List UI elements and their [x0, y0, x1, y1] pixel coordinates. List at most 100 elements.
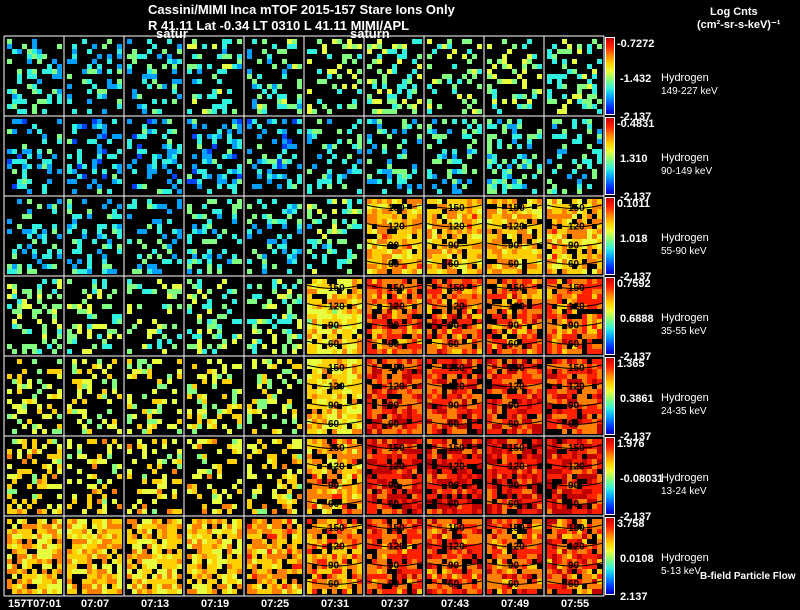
- contour-label: 150: [448, 443, 465, 454]
- pixel: [462, 439, 467, 444]
- pixel: [312, 414, 317, 419]
- pixel: [22, 444, 27, 449]
- pixel: [142, 479, 147, 484]
- pixel: [167, 154, 172, 159]
- pixel: [462, 129, 467, 134]
- pixel: [512, 179, 517, 184]
- pixel: [282, 74, 287, 79]
- pixel: [152, 164, 157, 169]
- contour-label: 150: [388, 443, 405, 454]
- pixel: [402, 44, 407, 49]
- pixel: [162, 304, 167, 309]
- pixel: [87, 459, 92, 464]
- pixel: [22, 344, 27, 349]
- pixel: [357, 244, 362, 249]
- pixel: [132, 59, 137, 64]
- pixel: [267, 94, 272, 99]
- pixel: [462, 374, 467, 379]
- pixel: [372, 209, 377, 214]
- pixel: [262, 254, 267, 259]
- pixel: [322, 309, 327, 314]
- pixel: [552, 169, 557, 174]
- pixel: [332, 209, 337, 214]
- pixel: [457, 414, 462, 419]
- pixel: [152, 204, 157, 209]
- contour-label: 150: [328, 283, 345, 294]
- pixel: [82, 379, 87, 384]
- pixel: [492, 339, 497, 344]
- pixel: [77, 154, 82, 159]
- pixel: [497, 179, 502, 184]
- pixel: [287, 159, 292, 164]
- pixel: [372, 84, 377, 89]
- pixel: [517, 294, 522, 299]
- pixel: [352, 454, 357, 459]
- pixel: [17, 269, 22, 274]
- pixel: [387, 309, 392, 314]
- pixel: [217, 69, 222, 74]
- pixel: [557, 279, 562, 284]
- pixel: [142, 409, 147, 414]
- pixel: [597, 159, 602, 164]
- pixel: [587, 234, 592, 239]
- pixel: [507, 169, 512, 174]
- pixel: [82, 384, 87, 389]
- pixel: [67, 169, 72, 174]
- pixel: [287, 104, 292, 109]
- pixel: [32, 499, 37, 504]
- pixel: [312, 379, 317, 384]
- pixel: [207, 174, 212, 179]
- pixel: [127, 364, 132, 369]
- pixel: [577, 89, 582, 94]
- pixel: [52, 429, 57, 434]
- pixel: [152, 469, 157, 474]
- pixel: [342, 364, 347, 369]
- pixel: [342, 314, 347, 319]
- contour-line: [305, 482, 363, 487]
- pixel: [412, 459, 417, 464]
- pixel: [597, 219, 602, 224]
- pixel: [592, 254, 597, 259]
- pixel: [437, 329, 442, 334]
- pixel: [172, 509, 177, 514]
- pixel: [372, 109, 377, 114]
- pixel: [167, 129, 172, 134]
- pixel: [587, 289, 592, 294]
- pixel: [567, 254, 572, 259]
- pixel: [417, 244, 422, 249]
- pixel: [567, 289, 572, 294]
- pixel: [42, 159, 47, 164]
- contour-line: [305, 284, 363, 289]
- pixel: [192, 229, 197, 234]
- pixel: [487, 154, 492, 159]
- pixel: [147, 289, 152, 294]
- pixel: [502, 309, 507, 314]
- pixel: [32, 89, 37, 94]
- pixel: [592, 329, 597, 334]
- pixel: [447, 129, 452, 134]
- pixel: [282, 119, 287, 124]
- pixel: [27, 84, 32, 89]
- pixel: [512, 394, 517, 399]
- pixel: [457, 419, 462, 424]
- pixel: [507, 359, 512, 364]
- pixel: [167, 144, 172, 149]
- pixel: [472, 449, 477, 454]
- pixel: [587, 229, 592, 234]
- pixel: [82, 234, 87, 239]
- pixel: [552, 244, 557, 249]
- pixel: [367, 199, 372, 204]
- pixel: [457, 359, 462, 364]
- pixel: [467, 279, 472, 284]
- pixel: [447, 204, 452, 209]
- pixel: [392, 249, 397, 254]
- pixel: [442, 499, 447, 504]
- pixel: [287, 184, 292, 189]
- pixel: [352, 344, 357, 349]
- pixel: [377, 439, 382, 444]
- pixel: [392, 419, 397, 424]
- pixel: [107, 364, 112, 369]
- pixel: [32, 344, 37, 349]
- pixel: [282, 149, 287, 154]
